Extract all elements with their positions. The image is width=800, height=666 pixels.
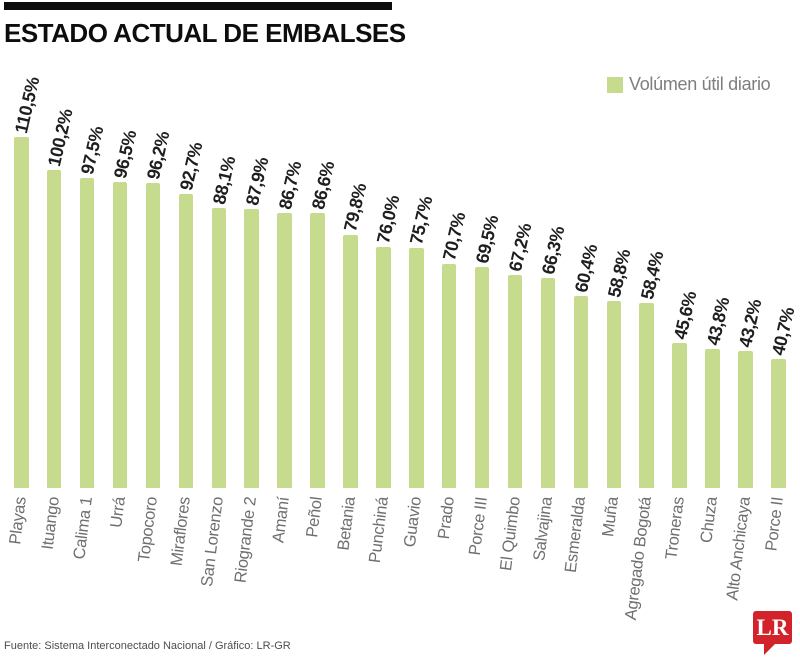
title-rule [4, 2, 392, 10]
bar-value-label: 96,2% [142, 129, 174, 181]
category-label: Urrá [106, 495, 129, 529]
lr-logo: LR [753, 611, 792, 655]
legend-label: Volúmen útil diario [629, 74, 771, 94]
category-label: Playas [5, 495, 30, 546]
bar-value-label: 43,2% [735, 297, 766, 350]
bar [145, 182, 161, 488]
category-label: Amaní [269, 495, 293, 544]
category-label: Betania [334, 495, 359, 552]
category-label: El Quimbo [496, 495, 524, 572]
bar [14, 137, 29, 488]
source-note: Fuente: Sistema Interconectado Nacional … [4, 640, 291, 652]
bar-value-label: 97,5% [77, 124, 108, 177]
category-label: Miraflores [167, 495, 195, 567]
bar [277, 212, 292, 488]
category-label: Agregado Bogotá [622, 495, 656, 622]
bar-value-label: 66,3% [537, 223, 569, 276]
bar [112, 181, 128, 488]
bar-value-label: 43,8% [702, 295, 733, 348]
bar [178, 193, 194, 488]
bar-value-label: 96,5% [110, 128, 141, 180]
bar-value-label: 58,8% [603, 247, 635, 300]
legend: Volúmen útil diario [607, 74, 771, 95]
bar [310, 213, 325, 488]
bar-value-label: 79,8% [340, 181, 371, 233]
category-label: Alto Anchicaya [723, 495, 754, 602]
bar-value-label: 86,7% [274, 159, 306, 212]
bar [606, 301, 622, 488]
category-label: Porce III [465, 495, 491, 557]
category-label: Esmeralda [562, 495, 590, 574]
category-label: Salvajina [530, 495, 557, 562]
bar [343, 234, 358, 488]
chart-title: ESTADO ACTUAL DE EMBALSES [4, 18, 406, 48]
category-label: Punchiná [365, 495, 392, 564]
lr-logo-text: LR [756, 615, 789, 640]
bar [211, 208, 227, 488]
bar [79, 178, 95, 488]
bar [738, 350, 753, 488]
category-label: Ituango [38, 495, 63, 551]
bar [540, 277, 556, 488]
category-label: Riogrande 2 [231, 495, 261, 585]
bar [672, 343, 687, 488]
bar-value-label: 58,4% [636, 249, 668, 301]
category-label: Guavio [400, 495, 425, 549]
category-label: Muña [599, 495, 623, 538]
bar-value-label: 69,5% [472, 213, 503, 266]
bar-value-label: 88,1% [208, 154, 240, 207]
bar [771, 358, 786, 488]
category-label: Troneras [662, 495, 689, 561]
bar [376, 246, 391, 488]
bar-value-label: 86,6% [307, 159, 338, 212]
category-label: Peñol [303, 495, 326, 539]
bar-value-label: 76,0% [373, 193, 404, 245]
category-label: Topocoro [135, 495, 162, 564]
bar-value-label: 70,7% [439, 210, 470, 262]
bar-value-label: 110,5% [11, 75, 44, 136]
bar-value-label: 75,7% [406, 194, 437, 246]
category-label: Chuza [697, 495, 721, 544]
category-label: San Lorenzo [198, 495, 228, 588]
bar [474, 267, 490, 488]
category-label: Prado [434, 495, 458, 541]
bar-value-label: 40,7% [768, 305, 799, 358]
bar [46, 169, 62, 488]
bar-value-label: 60,4% [570, 242, 602, 295]
bar-value-label: 100,2% [44, 107, 77, 169]
bar [409, 247, 424, 488]
category-label: Calima 1 [69, 495, 96, 561]
bar [639, 302, 654, 488]
bar-value-label: 87,9% [241, 155, 273, 208]
bar [244, 208, 259, 488]
legend-swatch-icon [607, 76, 623, 93]
lr-logo-tail-icon [764, 642, 777, 655]
bar-value-label: 92,7% [175, 140, 207, 192]
category-label: Porce II [762, 495, 787, 553]
bar-value-label: 45,6% [669, 289, 701, 342]
bar [507, 274, 523, 488]
bar-value-label: 67,2% [505, 221, 536, 273]
bar [573, 296, 589, 488]
bar [705, 348, 720, 488]
bar [441, 263, 457, 488]
